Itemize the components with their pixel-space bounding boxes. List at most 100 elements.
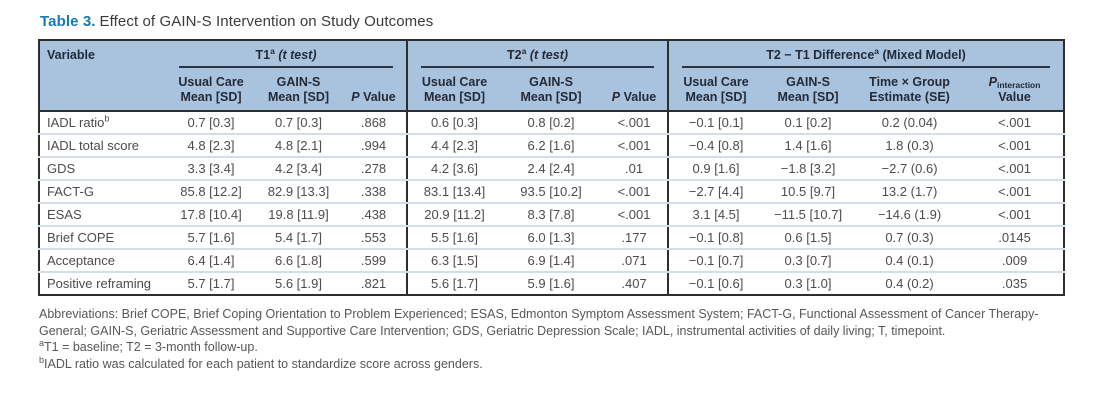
row-label: GDS	[39, 157, 166, 181]
table-cell: <.001	[966, 180, 1065, 204]
column-header-p-value-t1: P Value	[351, 89, 396, 104]
table-cell: .821	[360, 276, 387, 291]
table-cell: 85.8 [12.2]	[166, 180, 256, 204]
column-header-gain-s-t2: GAIN-S Mean [SD]	[520, 75, 582, 104]
column-header-p-value-t2: P Value	[611, 89, 657, 104]
table-cell: 20.9 [11.2]	[406, 203, 502, 227]
table-row: IADL ratiob 0.7 [0.3] 0.7 [0.3] .868 0.6 [0.…	[39, 111, 1065, 135]
table-cell: 82.9 [13.3]	[256, 180, 341, 204]
table-cell: .009	[966, 249, 1065, 273]
table-cell: 0.6 [0.3]	[406, 111, 502, 135]
table-cell: −0.1 [0.7]	[667, 249, 764, 273]
row-label: FACT-G	[39, 180, 166, 204]
table-cell: .0145	[966, 226, 1065, 250]
table-cell: 0.7 (0.3)	[853, 226, 967, 250]
sub-header-row: Usual Care Mean [SD] GAIN-S Mean [SD] P Va…	[39, 75, 1064, 111]
table-cell: <.001	[601, 203, 669, 227]
table-cell: 5.9 [1.6]	[527, 276, 575, 291]
table-cell: .01	[601, 157, 669, 181]
table-cell: 1.8 (0.3)	[853, 134, 967, 158]
table-row: Positive reframing 5.7 [1.7] 5.6 [1.9] .821…	[39, 272, 1064, 295]
table-cell: −0.1 [0.1]	[667, 111, 764, 135]
table-cell: <.001	[601, 134, 669, 158]
table-cell: 6.0 [1.3]	[501, 226, 602, 250]
table-row: ESAS 17.8 [10.4] 19.8 [11.9] .438 20.9 [11.2…	[39, 203, 1065, 227]
footnote-a: aT1 = baseline; T2 = 3-month follow-up.	[39, 337, 258, 354]
column-header-variable: Variable	[47, 48, 95, 62]
table-cell: 5.6 [1.9]	[275, 276, 322, 291]
table-cell: −2.7 [4.4]	[667, 180, 764, 204]
column-header-p-interaction: Pinteraction Value	[988, 75, 1041, 104]
column-header-gain-s-t1: GAIN-S Mean [SD]	[267, 75, 330, 104]
table-cell: 6.2 [1.6]	[501, 134, 602, 158]
table-cell: −14.6 (1.9)	[853, 203, 967, 227]
table-cell: 0.8 [0.2]	[501, 111, 602, 135]
table-title-text: Effect of GAIN-S Intervention on Study O…	[99, 13, 434, 30]
row-label: Positive reframing	[47, 276, 152, 291]
table-cell: .868	[341, 111, 408, 135]
table-header: Variable T1a (t test) T2a (t test) T2 − …	[39, 40, 1065, 111]
table-cell: 19.8 [11.9]	[256, 203, 341, 227]
table-cell: 0.4 (0.2)	[885, 276, 934, 291]
table-cell: 6.6 [1.8]	[256, 249, 341, 273]
table-cell: 4.8 [2.3]	[166, 134, 256, 158]
table-cell: −1.8 [3.2]	[763, 157, 854, 181]
row-label: Acceptance	[39, 249, 166, 273]
table-cell: 5.5 [1.6]	[406, 226, 502, 250]
row-label: Brief COPE	[39, 226, 166, 250]
group-header-row: Variable T1a (t test) T2a (t test) T2 − …	[39, 40, 1065, 75]
group-rule	[179, 65, 394, 68]
table-cell: 4.4 [2.3]	[406, 134, 502, 158]
table-cell: <.001	[601, 180, 669, 204]
table-cell: .338	[341, 180, 408, 204]
table-cell: −0.1 [0.6]	[667, 272, 764, 295]
column-header-time-group-estimate: Time × Group Estimate (SE)	[869, 75, 950, 104]
table-row: Acceptance 6.4 [1.4] 6.6 [1.8] .599 6.3 [1.5…	[39, 249, 1065, 273]
table-cell: 0.3 [0.7]	[763, 249, 854, 273]
table-title: Table 3. Effect of GAIN-S Intervention on…	[40, 13, 1113, 30]
table-cell: 0.7 [0.3]	[166, 111, 256, 135]
row-label: ESAS	[39, 203, 166, 227]
table-cell: 6.3 [1.5]	[406, 249, 502, 273]
table-cell: 17.8 [10.4]	[166, 203, 256, 227]
table-cell: −0.4 [0.8]	[667, 134, 764, 158]
column-header-usual-care-t2: Usual Care Mean [SD]	[406, 75, 502, 111]
table-cell: 0.6 [1.5]	[763, 226, 854, 250]
table-cell: 6.9 [1.4]	[501, 249, 602, 273]
table-cell: 3.1 [4.5]	[667, 203, 764, 227]
table-cell: 4.2 [3.6]	[406, 157, 502, 181]
table-cell: 5.6 [1.7]	[406, 272, 502, 295]
row-label: IADL total score	[39, 134, 166, 158]
group-header-difference: T2 − T1 Differencea (Mixed Model)	[667, 40, 1065, 75]
table-cell: 13.2 (1.7)	[853, 180, 967, 204]
table-cell: <.001	[966, 111, 1065, 135]
table-cell: 10.5 [9.7]	[763, 180, 854, 204]
table-body: IADL ratiob 0.7 [0.3] 0.7 [0.3] .868 0.6 [0.…	[39, 111, 1065, 295]
table-cell: 8.3 [7.8]	[501, 203, 602, 227]
column-header-usual-care-t1: Usual Care Mean [SD]	[178, 75, 244, 104]
group-rule	[682, 65, 1051, 68]
table-cell: 4.8 [2.1]	[256, 134, 341, 158]
table-cell: 0.3 [1.0]	[784, 276, 832, 291]
table-cell: .407	[621, 276, 647, 291]
table-cell: 0.9 [1.6]	[667, 157, 764, 181]
table-cell: 1.4 [1.6]	[763, 134, 854, 158]
table-cell: 3.3 [3.4]	[166, 157, 256, 181]
table-cell: <.001	[966, 203, 1065, 227]
table-cell: .071	[601, 249, 669, 273]
table-cell: 93.5 [10.2]	[501, 180, 602, 204]
table-cell: 0.4 (0.1)	[853, 249, 967, 273]
table-cell: 4.2 [3.4]	[256, 157, 341, 181]
table-cell: 0.1 [0.2]	[763, 111, 854, 135]
footnote-b: bIADL ratio was calculated for each pati…	[39, 354, 483, 371]
table-cell: −0.1 [0.8]	[667, 226, 764, 250]
table-cell: .599	[341, 249, 408, 273]
group-header-t2: T2a (t test)	[406, 40, 669, 75]
page: Table 3. Effect of GAIN-S Intervention on…	[38, 13, 1113, 371]
table-row: GDS 3.3 [3.4] 4.2 [3.4] .278 4.2 [3.6] 2.4 [2…	[39, 157, 1065, 181]
table-cell: 5.4 [1.7]	[256, 226, 341, 250]
group-header-t1: T1a (t test)	[166, 40, 407, 75]
column-header-usual-care-diff: Usual Care Mean [SD]	[667, 75, 764, 111]
column-header-gain-s-diff: GAIN-S Mean [SD]	[777, 75, 839, 104]
group-rule	[421, 65, 655, 68]
